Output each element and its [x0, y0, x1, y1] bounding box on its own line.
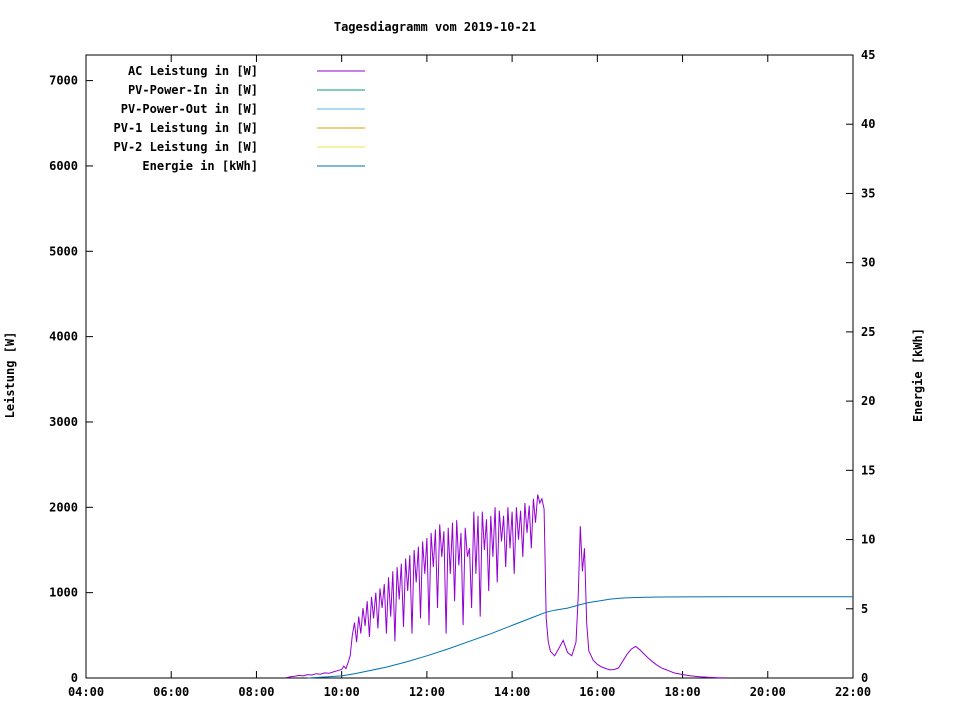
y-right-tick-label: 15 — [861, 463, 875, 477]
x-tick-label: 12:00 — [409, 685, 445, 699]
y-right-tick-label: 20 — [861, 394, 875, 408]
y-right-axis-title: Energie [kWh] — [911, 328, 925, 422]
series-ac-leistung-in-w- — [286, 494, 726, 679]
x-tick-label: 20:00 — [750, 685, 786, 699]
x-tick-label: 06:00 — [153, 685, 189, 699]
legend-label: Energie in [kWh] — [142, 159, 258, 173]
y-left-tick-label: 4000 — [49, 330, 78, 344]
y-left-tick-label: 1000 — [49, 586, 78, 600]
legend-label: PV-Power-Out in [W] — [121, 102, 258, 116]
y-right-tick-label: 25 — [861, 325, 875, 339]
y-left-tick-label: 2000 — [49, 500, 78, 514]
y-left-tick-label: 7000 — [49, 74, 78, 88]
y-right-tick-label: 0 — [861, 671, 868, 685]
legend-label: PV-1 Leistung in [W] — [114, 121, 259, 135]
x-tick-label: 18:00 — [664, 685, 700, 699]
x-tick-label: 04:00 — [68, 685, 104, 699]
y-left-tick-label: 6000 — [49, 159, 78, 173]
legend-label: PV-2 Leistung in [W] — [114, 140, 259, 154]
chart-title: Tagesdiagramm vom 2019-10-21 — [334, 20, 536, 34]
series-energie-in-kwh- — [307, 596, 853, 679]
y-right-tick-label: 10 — [861, 533, 875, 547]
x-tick-label: 08:00 — [238, 685, 274, 699]
y-right-tick-label: 5 — [861, 602, 868, 616]
plot-border — [85, 54, 854, 679]
x-tick-label: 16:00 — [579, 685, 615, 699]
legend-label: AC Leistung in [W] — [128, 64, 258, 78]
x-tick-label: 10:00 — [324, 685, 360, 699]
y-right-tick-label: 40 — [861, 117, 875, 131]
y-left-axis-title: Leistung [W] — [3, 332, 17, 419]
x-tick-label: 14:00 — [494, 685, 530, 699]
y-right-tick-label: 35 — [861, 186, 875, 200]
x-tick-label: 22:00 — [835, 685, 871, 699]
legend-label: PV-Power-In in [W] — [128, 83, 258, 97]
plot-area: 04:00 06:00 08:00 10:00 12:00 14:00 16:00 18:00… — [49, 48, 875, 699]
y-left-tick-label: 0 — [71, 671, 78, 685]
y-right-tick-label: 30 — [861, 256, 875, 270]
y-right-tick-label: 45 — [861, 48, 875, 62]
y-left-tick-label: 3000 — [49, 415, 78, 429]
y-left-tick-label: 5000 — [49, 244, 78, 258]
